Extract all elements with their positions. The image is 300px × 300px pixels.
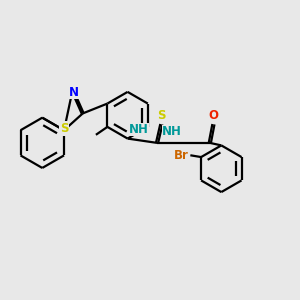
Text: Br: Br (174, 149, 188, 162)
Text: S: S (60, 122, 68, 135)
Text: NH: NH (129, 123, 149, 136)
Text: O: O (208, 109, 218, 122)
Text: S: S (157, 109, 166, 122)
Text: NH: NH (162, 125, 182, 138)
Text: N: N (69, 86, 79, 99)
